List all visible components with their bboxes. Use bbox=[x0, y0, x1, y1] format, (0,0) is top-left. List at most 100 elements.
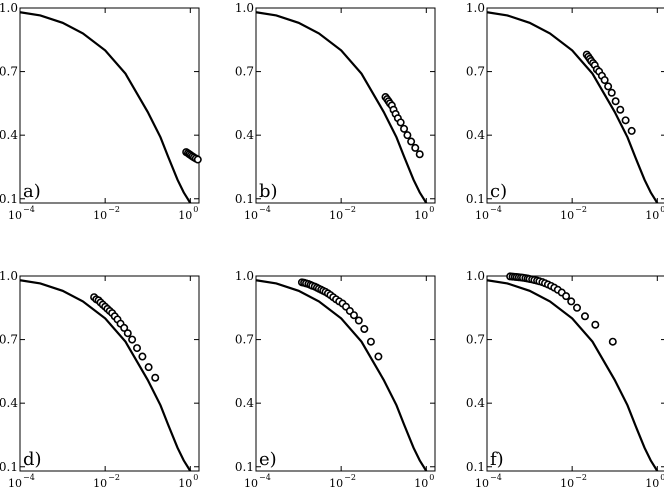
panel-e: 0.10.40.71.010 −4 10 −2 10 0e) bbox=[235, 269, 436, 490]
x-tick-label: 10 bbox=[244, 209, 258, 222]
data-point bbox=[573, 303, 582, 312]
panel-label: a) bbox=[23, 181, 41, 202]
x-tick-exponent: −2 bbox=[344, 205, 356, 214]
x-tick-label: 10 bbox=[475, 477, 489, 490]
model-curve bbox=[20, 11, 192, 203]
x-tick-label: 10 bbox=[475, 209, 489, 222]
data-point bbox=[123, 329, 132, 338]
plot-frame bbox=[19, 7, 200, 204]
x-tick-label: 10 bbox=[178, 209, 192, 222]
y-tick-label: 0.4 bbox=[235, 396, 254, 410]
panel-label: e) bbox=[259, 449, 277, 470]
x-tick-label: 10 bbox=[645, 209, 659, 222]
x-tick-label: 10 bbox=[244, 477, 258, 490]
plot-frame bbox=[486, 7, 664, 204]
data-point bbox=[600, 76, 609, 85]
y-tick-label: 0.1 bbox=[466, 460, 485, 474]
x-tick-label: 10 bbox=[414, 209, 428, 222]
panel-label: c) bbox=[490, 181, 507, 202]
data-point bbox=[407, 137, 416, 146]
x-tick-exponent: 0 bbox=[429, 205, 434, 214]
data-point bbox=[144, 363, 153, 372]
panel-label: d) bbox=[23, 449, 42, 470]
data-point bbox=[349, 311, 358, 320]
y-tick-label: 1.0 bbox=[235, 1, 254, 15]
data-point bbox=[562, 292, 571, 301]
data-point bbox=[580, 312, 589, 321]
data-point bbox=[151, 373, 160, 382]
panel-f: 0.10.40.71.010 −4 10 −2 10 0f) bbox=[466, 269, 664, 490]
x-tick-exponent: 0 bbox=[660, 473, 664, 482]
data-point bbox=[591, 320, 600, 329]
y-tick-label: 0.1 bbox=[0, 192, 18, 206]
x-tick-exponent: −2 bbox=[575, 205, 587, 214]
y-tick-label: 0.4 bbox=[0, 128, 18, 142]
panel-label: f) bbox=[490, 449, 504, 470]
x-tick-label: 10 bbox=[93, 209, 107, 222]
y-tick-label: 0.7 bbox=[235, 333, 254, 347]
x-tick-exponent: 0 bbox=[193, 205, 198, 214]
y-tick-label: 0.1 bbox=[466, 192, 485, 206]
panel-label: b) bbox=[259, 181, 278, 202]
x-tick-exponent: 0 bbox=[660, 205, 664, 214]
x-tick-exponent: 0 bbox=[193, 473, 198, 482]
x-tick-label: 10 bbox=[93, 477, 107, 490]
model-curve bbox=[487, 279, 659, 471]
y-tick-label: 0.1 bbox=[235, 192, 254, 206]
data-point bbox=[621, 116, 630, 125]
y-tick-label: 0.4 bbox=[466, 128, 485, 142]
y-tick-label: 1.0 bbox=[466, 1, 485, 15]
y-tick-label: 0.7 bbox=[235, 65, 254, 79]
data-point bbox=[627, 126, 636, 135]
x-tick-label: 10 bbox=[414, 477, 428, 490]
x-tick-exponent: −4 bbox=[259, 473, 271, 482]
x-tick-exponent: −4 bbox=[490, 205, 502, 214]
plot-frame bbox=[19, 275, 200, 472]
data-point bbox=[193, 155, 202, 164]
y-tick-label: 0.7 bbox=[466, 65, 485, 79]
y-tick-label: 0.4 bbox=[466, 396, 485, 410]
model-curve bbox=[256, 11, 428, 203]
x-tick-label: 10 bbox=[8, 477, 22, 490]
y-tick-label: 0.1 bbox=[235, 460, 254, 474]
y-tick-label: 0.4 bbox=[0, 396, 18, 410]
model-curve bbox=[20, 279, 192, 471]
x-tick-exponent: −4 bbox=[490, 473, 502, 482]
x-tick-exponent: −2 bbox=[108, 205, 120, 214]
y-tick-label: 1.0 bbox=[235, 269, 254, 283]
x-tick-label: 10 bbox=[178, 477, 192, 490]
plot-frame bbox=[255, 275, 436, 472]
x-tick-exponent: −2 bbox=[108, 473, 120, 482]
y-tick-label: 1.0 bbox=[0, 269, 18, 283]
y-tick-label: 0.7 bbox=[0, 65, 18, 79]
plot-frame bbox=[255, 7, 436, 204]
data-point bbox=[411, 143, 420, 152]
y-tick-label: 0.7 bbox=[0, 333, 18, 347]
data-point bbox=[608, 337, 617, 346]
x-tick-exponent: −4 bbox=[259, 205, 271, 214]
data-point bbox=[611, 97, 620, 106]
data-point bbox=[138, 352, 147, 361]
x-tick-label: 10 bbox=[560, 209, 574, 222]
panel-d: 0.10.40.71.010 −4 10 −2 10 0d) bbox=[0, 269, 200, 490]
panel-a: 0.10.40.71.010 −4 10 −2 10 0a) bbox=[0, 1, 202, 222]
plot-frame bbox=[486, 275, 664, 472]
data-point bbox=[128, 335, 137, 344]
y-tick-label: 0.7 bbox=[466, 333, 485, 347]
data-point bbox=[616, 105, 625, 114]
x-tick-label: 10 bbox=[329, 477, 343, 490]
data-point bbox=[607, 88, 616, 97]
x-tick-exponent: −4 bbox=[23, 473, 35, 482]
data-point bbox=[133, 344, 142, 353]
data-point bbox=[120, 323, 129, 332]
panel-b: 0.10.40.71.010 −4 10 −2 10 0b) bbox=[235, 1, 436, 222]
data-point bbox=[567, 297, 576, 306]
data-point bbox=[374, 352, 383, 361]
x-tick-label: 10 bbox=[560, 477, 574, 490]
panel-c: 0.10.40.71.010 −4 10 −2 10 0c) bbox=[466, 1, 664, 222]
data-point bbox=[415, 150, 424, 159]
y-tick-label: 1.0 bbox=[0, 1, 18, 15]
x-tick-exponent: 0 bbox=[429, 473, 434, 482]
y-tick-label: 0.1 bbox=[0, 460, 18, 474]
